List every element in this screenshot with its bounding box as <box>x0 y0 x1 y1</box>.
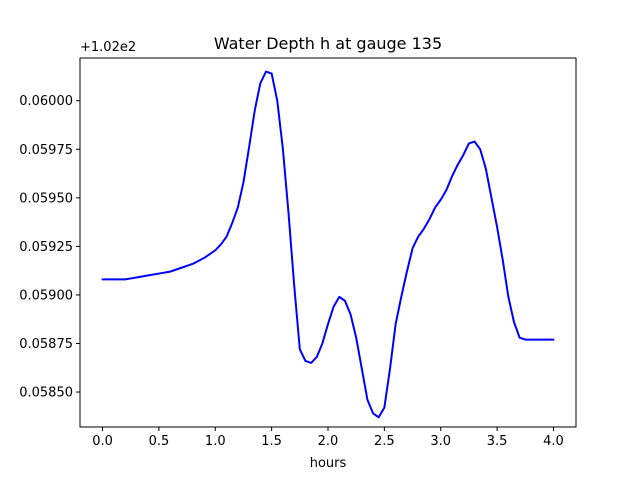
y-tick-label: 0.05850 <box>19 386 73 401</box>
y-axis: 0.05850 0.05875 0.05900 0.05925 0.05950 0.059… <box>19 94 80 401</box>
y-tick-label: 0.05875 <box>19 337 73 352</box>
y-offset-label: +1.02e2 <box>80 40 136 55</box>
y-tick-label: 0.05925 <box>19 240 73 255</box>
x-tick-label: 2.5 <box>374 434 395 449</box>
x-tick-label: 1.5 <box>261 434 282 449</box>
y-tick-label: 0.05975 <box>19 143 73 158</box>
x-tick-label: 4.0 <box>543 434 564 449</box>
series-line-1 <box>101 70 555 419</box>
y-tick-label: 0.05900 <box>19 288 73 303</box>
x-axis-label: hours <box>310 456 347 471</box>
x-tick-label: 3.0 <box>430 434 451 449</box>
x-tick-label: 0.5 <box>149 434 170 449</box>
y-tick-label: 0.06000 <box>19 94 73 109</box>
chart-title: Water Depth h at gauge 135 <box>214 34 442 53</box>
x-tick-label: 0.0 <box>92 434 113 449</box>
x-axis: 0.0 0.5 1.0 1.5 2.0 2.5 3.0 3.5 4.0 <box>92 427 564 449</box>
x-tick-label: 2.0 <box>318 434 339 449</box>
x-tick-label: 1.0 <box>205 434 226 449</box>
x-tick-label: 3.5 <box>487 434 508 449</box>
y-tick-label: 0.05950 <box>19 191 73 206</box>
